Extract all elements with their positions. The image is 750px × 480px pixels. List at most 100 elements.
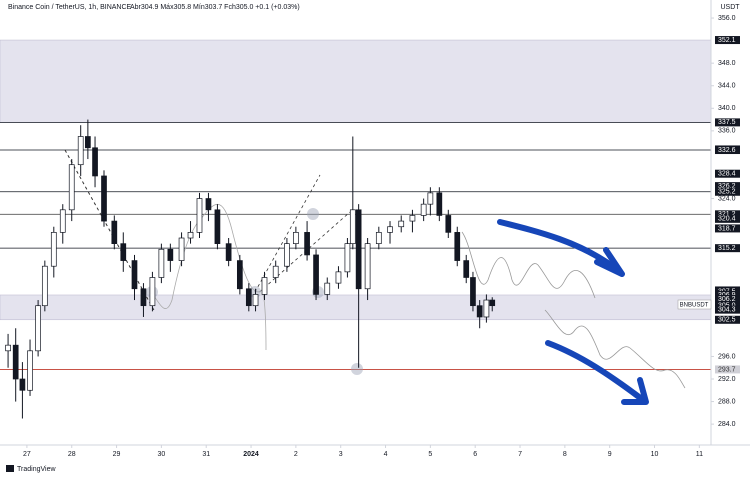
candle-body <box>293 232 299 245</box>
candle-body <box>111 220 118 245</box>
x-tick-label: 9 <box>608 451 612 458</box>
y-tick-label: 288.0 <box>718 398 736 405</box>
candle-body <box>489 299 496 307</box>
price-label: 332.6 <box>718 147 736 154</box>
candle-body <box>344 243 351 273</box>
channel-line <box>254 174 321 293</box>
candle-body <box>445 215 452 233</box>
price-label-box <box>715 146 740 155</box>
price-label: 337.5 <box>718 119 736 126</box>
candle-body <box>364 243 371 290</box>
chart-title: Binance Coin / TetherUS, 1h, BINANCE <box>8 4 132 11</box>
price-label: 328.4 <box>718 171 736 178</box>
price-label: 306.2 <box>718 296 736 303</box>
price-label-box <box>715 365 740 374</box>
arrow-head <box>621 377 649 405</box>
price-label-box <box>715 169 740 178</box>
price-label: 325.2 <box>718 189 736 196</box>
candle-body <box>236 260 243 290</box>
candle-body <box>355 209 362 290</box>
candle-body <box>140 288 147 307</box>
x-tick-label: 2024 <box>243 451 259 458</box>
x-tick-label: 10 <box>651 451 659 458</box>
candle-body <box>120 243 127 261</box>
projection-path <box>544 309 686 389</box>
y-tick-label: 296.0 <box>718 353 736 360</box>
price-label-box <box>715 315 740 324</box>
price-label-box <box>715 214 740 223</box>
candle-body <box>178 237 185 261</box>
candle-body <box>77 136 84 166</box>
brand-logo[interactable] <box>6 465 14 472</box>
candle-body <box>284 243 290 267</box>
candle-body <box>149 277 156 307</box>
candle-body <box>196 198 203 233</box>
candle-body <box>427 192 434 205</box>
candle-body <box>92 147 98 177</box>
price-label-box <box>715 187 740 196</box>
candle-body <box>50 232 57 267</box>
arrow <box>545 340 646 403</box>
price-label: 293.7 <box>718 366 736 373</box>
candle-body <box>324 282 331 295</box>
x-tick-label: 28 <box>68 451 76 458</box>
arrow-head <box>594 247 625 277</box>
candle-body <box>167 248 174 261</box>
candle-body <box>409 215 416 222</box>
marker-circle <box>351 363 363 375</box>
candle-body <box>187 232 194 239</box>
x-tick-label: 5 <box>428 451 432 458</box>
arrow <box>497 219 618 271</box>
candle-body <box>85 136 91 149</box>
price-label-box <box>715 118 740 127</box>
price-label: 326.2 <box>718 183 736 190</box>
candle-body <box>420 203 427 216</box>
price-label-box <box>715 244 740 253</box>
candle-body <box>158 248 165 278</box>
x-tick-label: 31 <box>202 451 210 458</box>
axes: 27 28 29 30 31 2024 2 3 4 5 6 7 8 9 10 11 356.0 348.0 344.… <box>23 15 740 458</box>
candle-body <box>261 277 268 295</box>
candle-body <box>375 232 382 245</box>
x-tick-label: 7 <box>518 451 522 458</box>
candle-body <box>131 260 138 290</box>
x-tick-label: 2 <box>294 451 298 458</box>
y-tick-label: 324.0 <box>718 195 736 202</box>
price-label-box <box>715 210 740 219</box>
candle-body <box>476 305 483 318</box>
candle-body <box>101 175 107 222</box>
candle-body <box>59 209 66 233</box>
candle-body <box>398 220 405 228</box>
price-label-box <box>715 36 740 45</box>
price-label: 352.1 <box>718 37 736 44</box>
candle-body <box>27 350 33 391</box>
candle-body <box>68 164 75 211</box>
candles <box>5 119 496 419</box>
x-tick-label: 27 <box>23 451 31 458</box>
price-label: 320.4 <box>718 216 736 223</box>
price-label-box <box>715 224 740 233</box>
brand[interactable]: TradingView <box>17 466 56 473</box>
candle-body <box>436 192 443 216</box>
price-label: 304.3 <box>718 306 736 313</box>
x-tick-label: 8 <box>563 451 567 458</box>
currency: USDT <box>720 4 740 11</box>
candle-body <box>19 378 26 391</box>
symbol-label: BNBUSDT <box>680 303 709 309</box>
zone <box>0 294 712 321</box>
marker-circle <box>307 208 319 220</box>
levels <box>0 121 711 370</box>
candle-body <box>205 198 212 211</box>
x-tick-label: 3 <box>339 451 343 458</box>
zones <box>0 39 712 321</box>
symbol-box <box>677 299 712 310</box>
y-tick-label: 336.0 <box>718 128 736 135</box>
candle-body <box>313 254 319 295</box>
candle-body <box>214 209 221 245</box>
ohlc-text: Abr304.9 Máx305.8 Mín303.7 Fch305.0 +0.1… <box>130 4 300 11</box>
price-label: 321.2 <box>718 211 736 218</box>
x-tick-label: 6 <box>473 451 477 458</box>
candle-body <box>463 260 470 278</box>
price-label: 302.5 <box>718 317 736 324</box>
